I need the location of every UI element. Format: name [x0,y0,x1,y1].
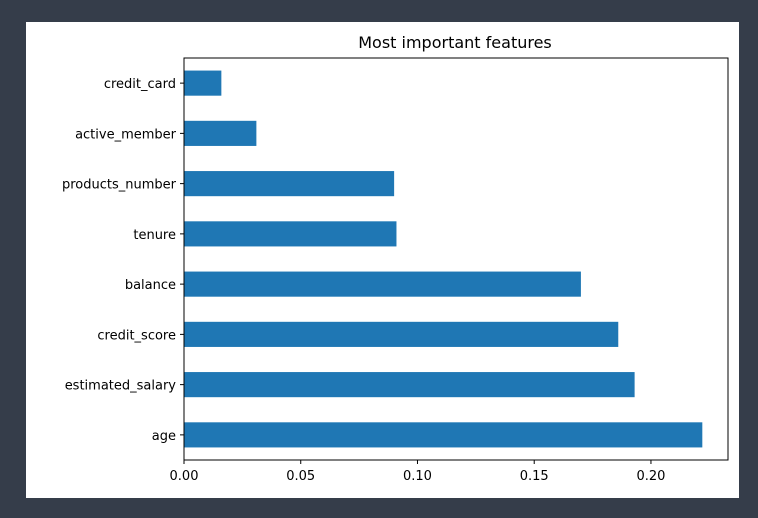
x-axis: 0.00 0.05 0.10 0.15 0.20 [170,460,665,484]
y-tick-label: estimated_salary [65,379,177,394]
bar-estimated_salary [184,372,635,398]
chart-title: Most important features [358,33,552,52]
y-tick-label: products_number [62,178,177,193]
bar-tenure [184,221,397,247]
x-tick-label: 0.15 [520,469,549,484]
y-tick-label: active_member [75,127,177,142]
bars-layer [184,70,703,448]
x-tick-label: 0.20 [636,469,665,484]
bar-credit_card [184,70,222,96]
x-tick-label: 0.10 [403,469,432,484]
chart-figure: Most important features age estimated_sal… [26,22,739,498]
plot-frame [183,57,729,461]
y-tick-label: credit_score [97,328,176,343]
bar-balance [184,271,581,297]
x-tick-label: 0.00 [170,469,199,484]
bar-chart: Most important features age estimated_sal… [62,33,729,484]
bar-products_number [184,171,395,197]
y-axis: age estimated_salary credit_score balance te… [62,77,184,444]
y-tick-label: age [152,429,176,444]
y-tick-label: tenure [133,228,176,243]
bar-credit_score [184,321,619,347]
x-tick-label: 0.05 [286,469,315,484]
bar-active_member [184,120,257,146]
bar-age [184,422,703,448]
y-tick-label: credit_card [104,77,176,92]
y-tick-label: balance [125,278,176,293]
